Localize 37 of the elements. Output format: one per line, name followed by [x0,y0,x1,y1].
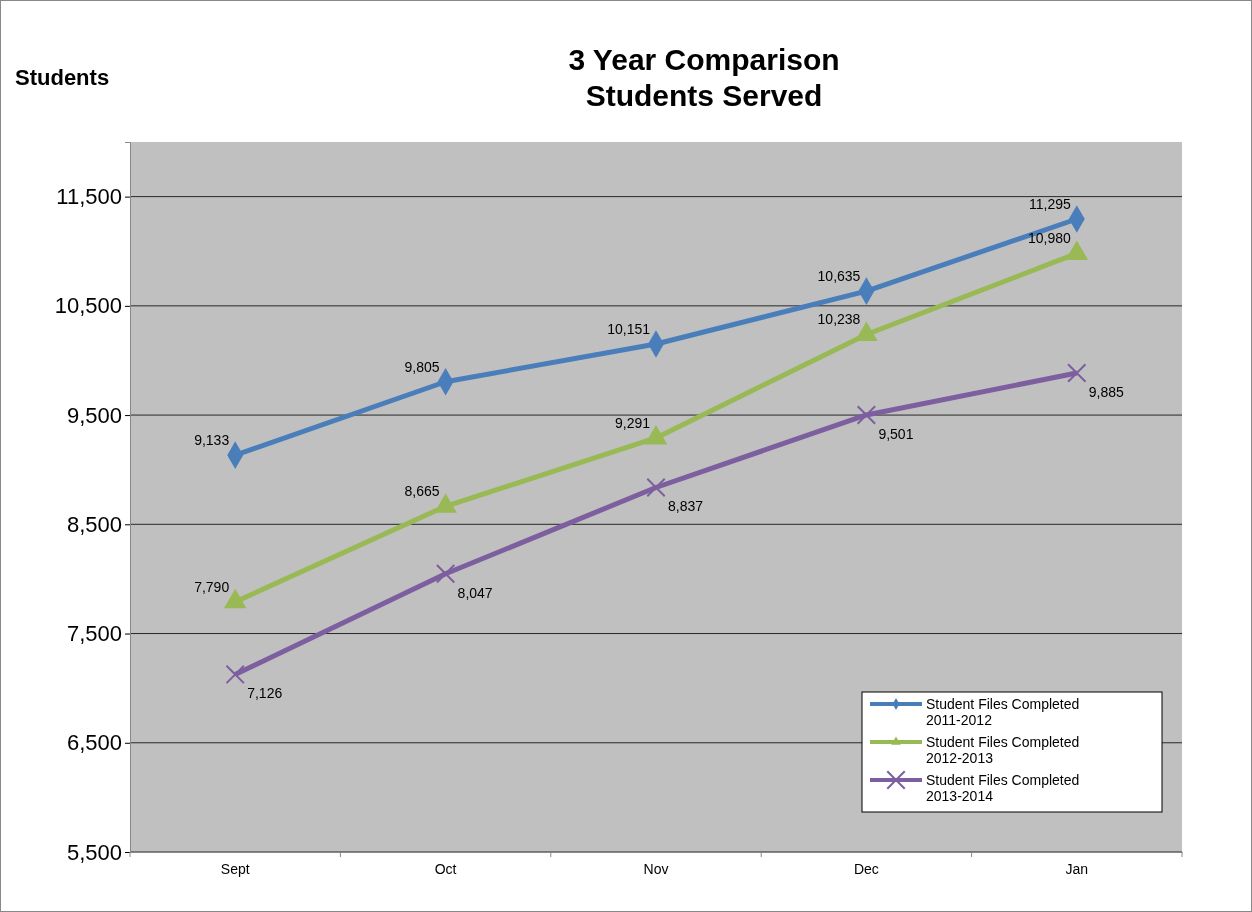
data-label: 9,291 [614,414,651,431]
point [225,664,245,685]
data-label: 8,837 [668,498,704,515]
data-label: 11,295 [1029,196,1072,213]
data-label: 7,126 [247,685,283,702]
data-label: 10,980 [1027,230,1072,247]
y-tick-label: 7,500 [66,621,122,647]
data-label: 8,665 [404,483,440,500]
y-tick-label: 5,500 [66,839,122,865]
legend-label: Student Files Completed 2011-2012 [926,696,1080,728]
y-tick-label: 10,500 [54,293,122,319]
data-label: 7,790 [194,578,230,595]
y-tick-label: 11,500 [56,184,122,210]
y-axis-title: Students [15,65,110,90]
point [646,477,666,498]
point [435,564,456,584]
y-tick-label: 6,500 [66,730,122,756]
legend-label: Student Files Completed 2013-2014 [926,772,1080,804]
x-tick-label: Nov [643,860,669,877]
data-label: 9,885 [1088,384,1125,401]
point [856,405,877,425]
legend-label: Student Files Completed 2012-2013 [926,734,1080,766]
x-tick-label: Sept [220,860,250,877]
data-label: 9,805 [404,358,440,375]
point [1067,363,1087,383]
data-label: 10,238 [817,311,861,328]
x-tick-label: Jan [1065,860,1089,877]
y-tick-label: 9,500 [66,402,122,428]
x-tick-label: Dec [853,860,879,877]
data-label: 9,133 [194,432,230,449]
chart-title: 3 Year Comparison Students Served [568,43,840,112]
x-tick-label: Oct [434,860,457,877]
data-label: 8,047 [457,584,493,601]
data-label: 10,635 [817,268,861,285]
data-label: 10,151 [607,320,651,337]
data-label: 9,501 [878,425,914,442]
y-tick-label: 8,500 [66,511,122,537]
